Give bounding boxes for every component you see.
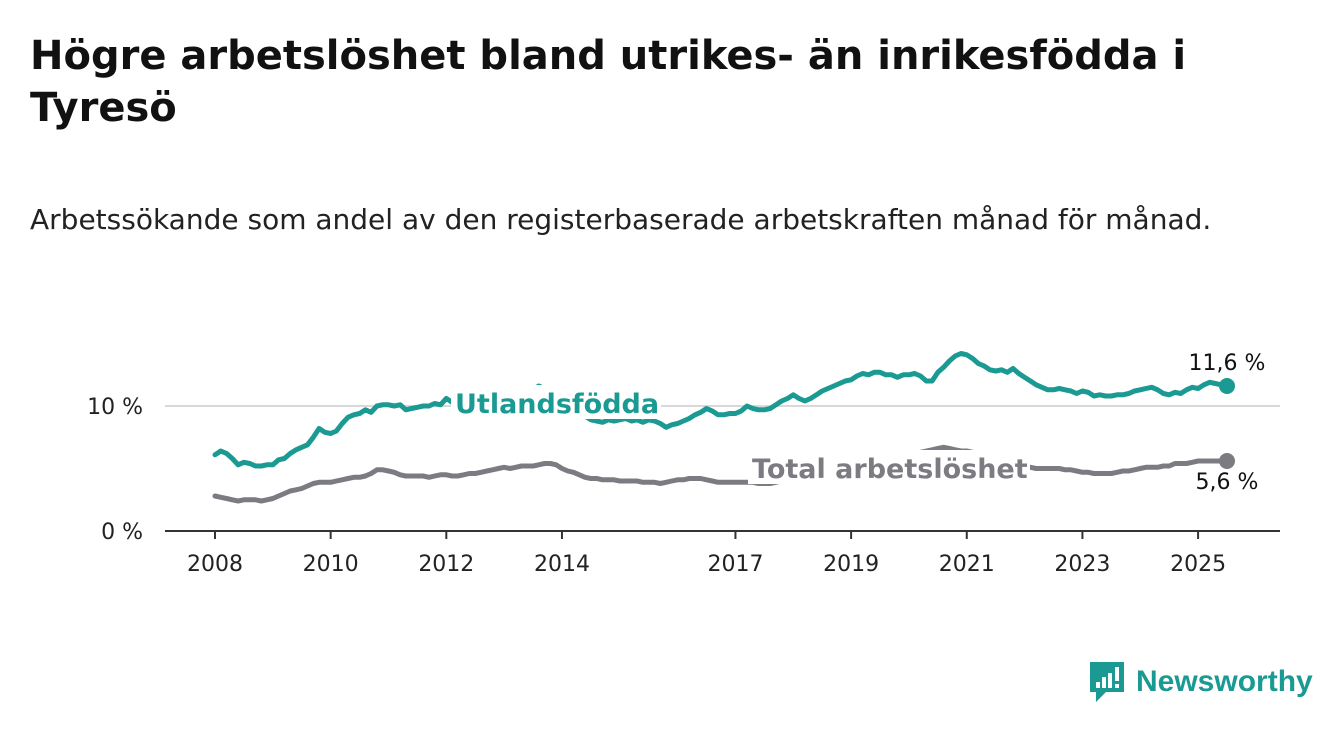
series-name-label: Total arbetslöshet xyxy=(752,454,1028,485)
x-tick-label: 2021 xyxy=(939,552,995,577)
x-tick-label: 2010 xyxy=(303,552,359,577)
chart-subtitle: Arbetssökande som andel av den registerb… xyxy=(30,203,1212,236)
chart-title: Högre arbetslöshet bland utrikes- än inr… xyxy=(30,33,1187,131)
x-tick-label: 2008 xyxy=(187,552,243,577)
end-value-label: 11,6 % xyxy=(1189,351,1266,376)
newsworthy-logo: Newsworthy xyxy=(1088,660,1313,704)
series-labels: Utlandsfödda Total arbetslöshet 11,6 % 5,6 … xyxy=(451,351,1265,495)
series-lines xyxy=(212,351,1235,504)
y-tick-label: 0 % xyxy=(101,520,143,545)
series-line-utlandsfodda xyxy=(212,351,1230,469)
end-value-label: 5,6 % xyxy=(1196,470,1259,495)
x-tick-label: 2023 xyxy=(1054,552,1110,577)
series-name-label: Utlandsfödda xyxy=(455,389,659,420)
series-label-background xyxy=(451,385,661,419)
x-tick-label: 2025 xyxy=(1170,552,1226,577)
logo-text: Newsworthy xyxy=(1136,665,1313,698)
x-tick-label: 2012 xyxy=(418,552,474,577)
series-label-background xyxy=(748,450,1030,484)
y-tick-label: 10 % xyxy=(87,395,143,420)
x-tick-label: 2017 xyxy=(707,552,763,577)
x-tick-label: 2014 xyxy=(534,552,590,577)
axes: 0 % 10 % 2008 2010 2012 2014 2017 2019 2021 2023 2… xyxy=(87,395,1280,577)
series-line-total xyxy=(212,444,1230,504)
x-tick-label: 2019 xyxy=(823,552,879,577)
bar-chart-icon xyxy=(1090,662,1124,702)
series-end-point xyxy=(1219,453,1235,469)
series-end-point xyxy=(1219,378,1235,394)
